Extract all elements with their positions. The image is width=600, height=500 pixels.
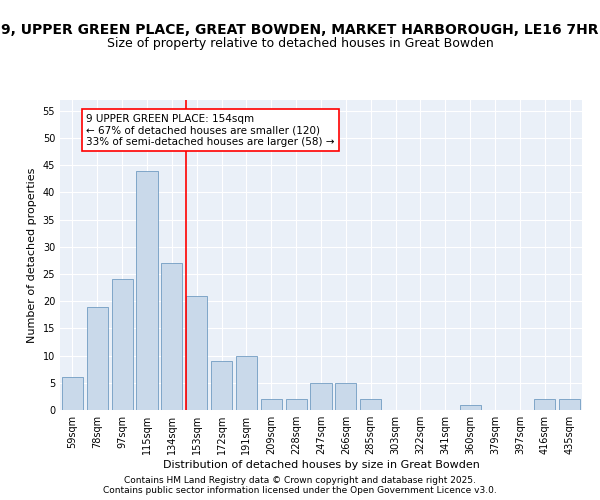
X-axis label: Distribution of detached houses by size in Great Bowden: Distribution of detached houses by size … [163, 460, 479, 470]
Bar [360, 399, 381, 410]
Bar [534, 399, 555, 410]
Bar [87, 306, 108, 410]
Bar [559, 399, 580, 410]
Text: 9 UPPER GREEN PLACE: 154sqm
← 67% of detached houses are smaller (120)
33% of se: 9 UPPER GREEN PLACE: 154sqm ← 67% of det… [86, 114, 335, 147]
Text: Size of property relative to detached houses in Great Bowden: Size of property relative to detached ho… [107, 38, 493, 51]
Bar [136, 170, 158, 410]
Bar [211, 361, 232, 410]
Bar [310, 383, 332, 410]
Bar [236, 356, 257, 410]
Bar [335, 383, 356, 410]
Bar [286, 399, 307, 410]
Text: 9, UPPER GREEN PLACE, GREAT BOWDEN, MARKET HARBOROUGH, LE16 7HR: 9, UPPER GREEN PLACE, GREAT BOWDEN, MARK… [1, 22, 599, 36]
Bar [186, 296, 207, 410]
Bar [460, 404, 481, 410]
Bar [112, 280, 133, 410]
Bar [261, 399, 282, 410]
Bar [161, 263, 182, 410]
Bar [62, 378, 83, 410]
Y-axis label: Number of detached properties: Number of detached properties [27, 168, 37, 342]
Text: Contains HM Land Registry data © Crown copyright and database right 2025.
Contai: Contains HM Land Registry data © Crown c… [103, 476, 497, 495]
